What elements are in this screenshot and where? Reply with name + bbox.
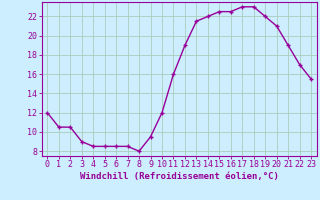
- X-axis label: Windchill (Refroidissement éolien,°C): Windchill (Refroidissement éolien,°C): [80, 172, 279, 181]
